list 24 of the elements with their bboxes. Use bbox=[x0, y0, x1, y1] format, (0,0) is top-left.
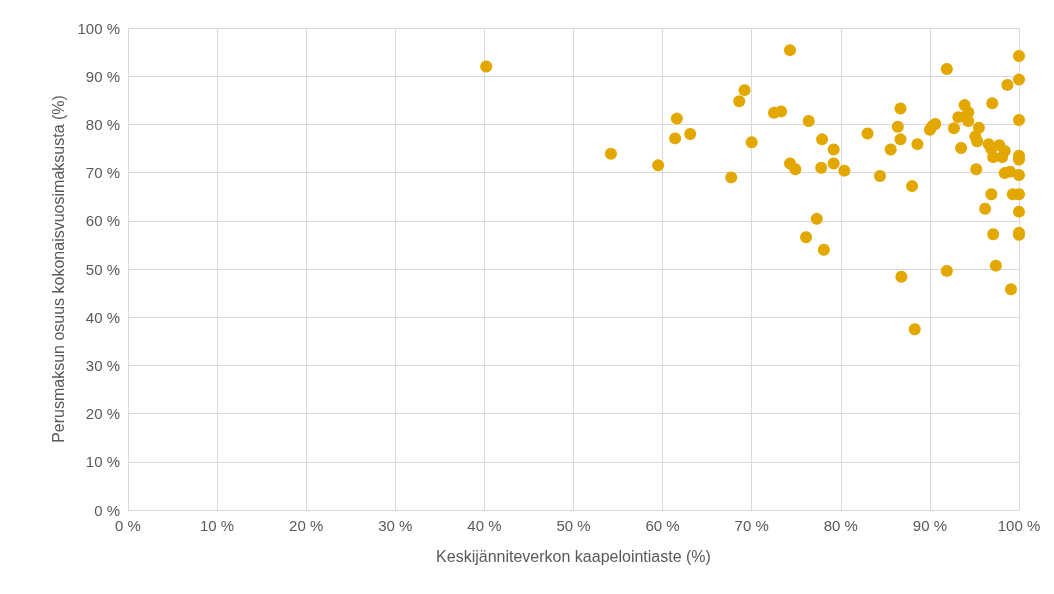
x-axis-title: Keskijänniteverkon kaapelointiaste (%) bbox=[436, 547, 711, 565]
y-tick-label: 0 % bbox=[94, 501, 120, 519]
x-tick-label: 90 % bbox=[912, 517, 947, 534]
y-tick-label: 80 % bbox=[85, 115, 120, 133]
y-axis-title: Perusmaksun osuus kokonaisvuosimaksusta (%) bbox=[49, 95, 67, 443]
x-tick-label: 80 % bbox=[823, 517, 858, 534]
y-tick-label: 60 % bbox=[85, 212, 120, 230]
y-tick-label: 40 % bbox=[85, 308, 120, 326]
x-tick-label: 30 % bbox=[378, 517, 413, 534]
x-tick-label: 60 % bbox=[645, 517, 680, 534]
x-tick-label: 100 % bbox=[997, 517, 1041, 534]
y-tick-label: 70 % bbox=[85, 164, 120, 182]
x-tick-label: 50 % bbox=[556, 517, 591, 534]
y-tick-label: 90 % bbox=[85, 67, 120, 85]
x-tick-label: 20 % bbox=[289, 517, 324, 534]
y-tick-label: 50 % bbox=[85, 260, 120, 278]
x-tick-label: 70 % bbox=[734, 517, 769, 534]
y-tick-label: 30 % bbox=[85, 356, 120, 374]
x-tick-label: 40 % bbox=[467, 517, 502, 534]
y-tick-label: 100 % bbox=[77, 19, 120, 37]
x-tick-label: 0 % bbox=[115, 517, 141, 534]
y-tick-label: 10 % bbox=[85, 453, 120, 471]
y-tick-label: 20 % bbox=[85, 405, 120, 423]
x-tick-label: 10 % bbox=[200, 517, 235, 534]
